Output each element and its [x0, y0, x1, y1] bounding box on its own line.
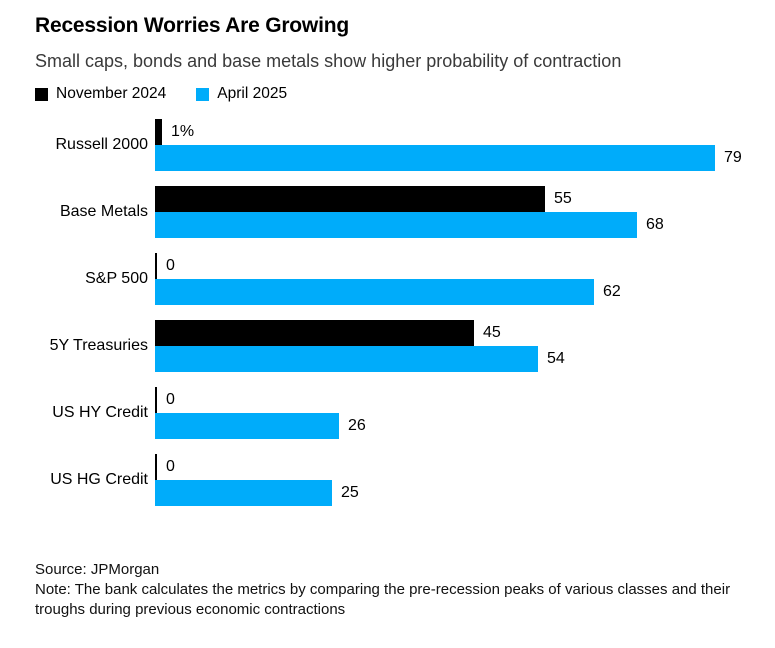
legend-swatch-november-2024-icon [35, 87, 48, 101]
bar [155, 253, 157, 279]
category-label: US HY Credit [52, 404, 148, 421]
source-text: Source: JPMorgan [35, 561, 160, 578]
chart-row: US HY Credit 0 26 [35, 387, 755, 439]
chart-row: US HG Credit 0 25 [35, 454, 755, 506]
bar-april-2025: 26 [155, 413, 755, 439]
bar-group: 0 25 [155, 454, 755, 506]
bar-value-label: 68 [646, 216, 664, 233]
bar [155, 186, 545, 212]
chart-row: 5Y Treasuries 45 54 [35, 320, 755, 372]
category-label: Russell 2000 [55, 136, 149, 153]
bar-november-2024: 1% [155, 119, 755, 145]
bar-group: 0 26 [155, 387, 755, 439]
bar-value-label: 1% [171, 123, 195, 140]
bar [155, 413, 339, 439]
bar [155, 346, 538, 372]
bar-april-2025: 68 [155, 212, 755, 238]
bar-april-2025: 54 [155, 346, 755, 372]
legend: November 2024 April 2025 [35, 85, 755, 103]
bar [155, 145, 715, 171]
chart-row: Russell 2000 1% 79 [35, 119, 755, 171]
chart-row: S&P 500 0 62 [35, 253, 755, 305]
bar [155, 480, 332, 506]
category-label: 5Y Treasuries [49, 337, 148, 354]
bar-april-2025: 79 [155, 145, 755, 171]
legend-swatch-april-2025-icon [196, 87, 210, 101]
bar-chart: Russell 2000 1% 79 Base Metals 55 68 [35, 119, 755, 506]
legend-item-november-2024: November 2024 [35, 85, 166, 103]
bar-value-label: 25 [341, 484, 359, 501]
legend-item-april-2025: April 2025 [196, 85, 287, 103]
chart-footer: Source: JPMorgan Note: The bank calculat… [35, 560, 755, 620]
bar-april-2025: 62 [155, 279, 755, 305]
chart-row: Base Metals 55 68 [35, 186, 755, 238]
bar [155, 279, 594, 305]
bar-value-label: 26 [348, 417, 366, 434]
bar-november-2024: 55 [155, 186, 755, 212]
bar [155, 212, 637, 238]
bar-group: 1% 79 [155, 119, 755, 171]
bar-value-label: 54 [547, 350, 565, 367]
bar [155, 387, 157, 413]
bar-group: 0 62 [155, 253, 755, 305]
bar-value-label: 0 [166, 257, 175, 274]
bar-november-2024: 45 [155, 320, 755, 346]
note-text: Note: The bank calculates the metrics by… [35, 581, 731, 618]
bar-november-2024: 0 [155, 253, 755, 279]
bar-value-label: 45 [483, 324, 501, 341]
legend-label-april-2025: April 2025 [217, 85, 288, 102]
chart-title: Recession Worries Are Growing [35, 14, 349, 37]
bar-value-label: 0 [166, 458, 175, 475]
legend-label-november-2024: November 2024 [56, 85, 167, 102]
bar-value-label: 55 [554, 190, 572, 207]
bar-november-2024: 0 [155, 454, 755, 480]
bar-april-2025: 25 [155, 480, 755, 506]
chart-subtitle: Small caps, bonds and base metals show h… [35, 51, 622, 71]
bar-group: 45 54 [155, 320, 755, 372]
bar [155, 454, 157, 480]
bar-value-label: 62 [603, 283, 621, 300]
bar [155, 320, 474, 346]
bar [155, 119, 162, 145]
bar-group: 55 68 [155, 186, 755, 238]
category-label: US HG Credit [50, 471, 148, 488]
category-label: S&P 500 [85, 270, 148, 287]
bar-november-2024: 0 [155, 387, 755, 413]
bar-value-label: 79 [724, 149, 742, 166]
category-label: Base Metals [59, 203, 148, 220]
bar-value-label: 0 [166, 391, 175, 408]
